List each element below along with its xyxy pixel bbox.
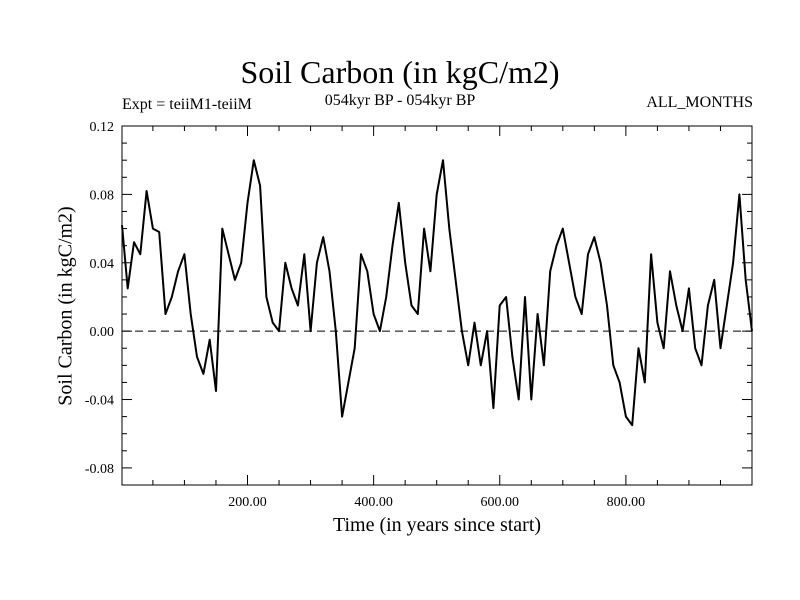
y-tick-label: -0.04 xyxy=(85,394,114,409)
x-tick-label: 400.00 xyxy=(354,495,393,510)
period-label: 054kyr BP - 054kyr BP xyxy=(324,92,476,109)
y-tick-label: 0.04 xyxy=(90,257,115,272)
x-axis-label: Time (in years since start) xyxy=(332,514,542,536)
x-tick-label: 800.00 xyxy=(607,495,646,510)
months-label: ALL_MONTHS xyxy=(646,94,753,111)
y-tick-label: 0.08 xyxy=(90,188,115,203)
x-tick-label: 200.00 xyxy=(228,495,267,510)
axis-ticks xyxy=(122,125,752,485)
x-tick-label: 600.00 xyxy=(480,495,519,510)
y-tick-label: 0.12 xyxy=(90,120,115,135)
chart-title: Soil Carbon (in kgC/m2) xyxy=(240,54,560,90)
series-line xyxy=(121,159,753,427)
y-tick-label: -0.08 xyxy=(85,462,114,477)
plot-frame xyxy=(121,125,753,486)
axis-tick-labels: 0.12 0.08 0.04 0.00 -0.04 -0.08 200.00 400.00 60… xyxy=(85,120,645,510)
experiment-label: Expt = teiiM1-teiiM xyxy=(122,96,252,113)
y-tick-label: 0.00 xyxy=(90,325,115,340)
